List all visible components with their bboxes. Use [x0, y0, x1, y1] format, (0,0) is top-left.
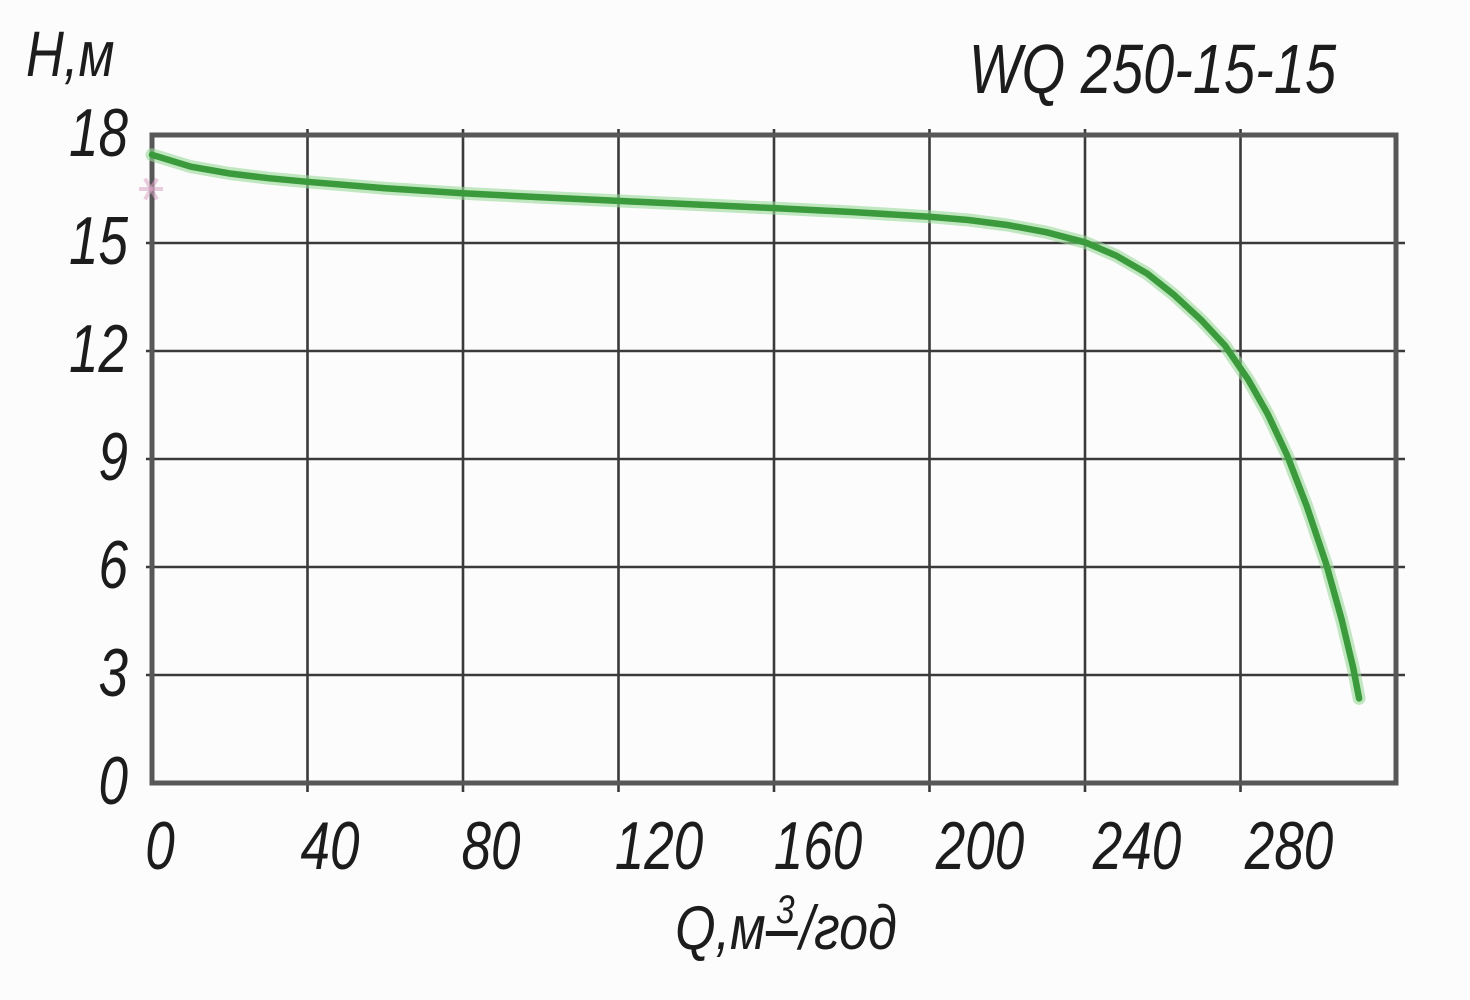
x-tick-label: 200 — [935, 808, 1024, 884]
x-axis-title-prefix: Q,м — [675, 894, 766, 963]
y-tick-label: 18 — [69, 95, 128, 171]
x-tick-label: 280 — [1244, 808, 1333, 884]
y-tick-label: 0 — [98, 743, 128, 819]
x-tick-label: 40 — [299, 808, 359, 884]
x-axis-title-superscript: 3 — [765, 890, 798, 936]
x-tick-label: 0 — [145, 808, 175, 884]
x-tick-label: 240 — [1092, 808, 1182, 884]
pink-reference-mark — [143, 177, 159, 201]
x-axis-title-suffix: /год — [799, 894, 897, 963]
chart-title: WQ 250-15-15 — [968, 30, 1336, 108]
hq-curve-glow — [145, 148, 1366, 705]
y-tick-label: 3 — [98, 635, 128, 711]
y-tick-label: 6 — [98, 527, 128, 603]
x-tick-label: 120 — [614, 808, 703, 884]
y-tick-label: 9 — [98, 419, 128, 495]
x-tick-label: 160 — [773, 808, 863, 884]
x-axis-title: Q,м 3/год — [618, 890, 954, 962]
y-tick-label: 12 — [69, 311, 128, 387]
x-tick-label: 80 — [461, 808, 521, 884]
plot-border — [149, 132, 1399, 786]
y-tick-label: 15 — [69, 203, 128, 279]
y-axis-title: Н,м — [26, 18, 115, 90]
hq-curve — [148, 151, 1363, 702]
